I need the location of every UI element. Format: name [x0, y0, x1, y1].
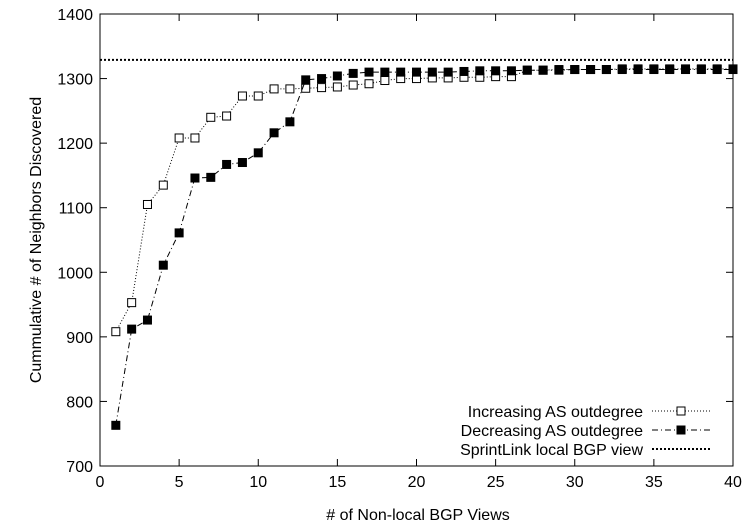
data-point: [285, 117, 295, 127]
data-point: [380, 76, 390, 86]
data-point: [142, 315, 152, 325]
data-point: [364, 79, 374, 89]
y-tick-label: 1100: [59, 201, 94, 218]
data-point: [237, 158, 247, 168]
x-axis-label: # of Non-local BGP Views: [326, 507, 510, 524]
data-point: [317, 74, 327, 84]
data-point: [412, 67, 421, 77]
data-point: [206, 172, 216, 182]
data-point: [332, 71, 342, 81]
legend-marker: [676, 406, 686, 416]
data-point: [475, 66, 485, 76]
data-point: [158, 180, 168, 190]
data-point: [111, 327, 121, 337]
data-point: [127, 324, 137, 334]
data-point: [380, 67, 390, 77]
x-tick-label: 10: [249, 474, 267, 491]
data-point: [649, 65, 659, 75]
data-point: [269, 128, 279, 138]
data-point: [364, 67, 374, 77]
data-point: [348, 80, 358, 90]
data-point: [206, 112, 216, 122]
series-line-decreasing-as-outdegree: [115, 69, 733, 426]
y-tick-label: 800: [66, 394, 93, 411]
data-point: [142, 199, 152, 209]
y-tick-label: 1300: [57, 72, 93, 89]
x-tick-label: 40: [724, 474, 742, 491]
data-point: [570, 65, 580, 75]
y-tick-label: 1400: [57, 7, 93, 24]
x-tick-label: 30: [566, 474, 584, 491]
data-point: [127, 298, 137, 308]
legend-marker: [676, 425, 686, 435]
x-tick-label: 25: [487, 474, 505, 491]
data-point: [617, 65, 627, 75]
data-point: [681, 65, 691, 75]
data-point: [601, 65, 611, 75]
data-point: [190, 173, 200, 183]
data-point: [522, 65, 532, 75]
data-point: [633, 65, 643, 75]
y-tick-label: 1000: [57, 265, 93, 282]
legend-label: Increasing AS outdegree: [468, 404, 643, 421]
data-point: [174, 133, 184, 143]
data-point: [332, 82, 342, 92]
data-point: [348, 68, 358, 78]
data-point: [222, 111, 232, 121]
data-point: [190, 133, 200, 143]
data-point: [712, 65, 722, 75]
plot-area: [100, 58, 738, 430]
data-point: [174, 228, 184, 238]
data-point: [506, 66, 516, 76]
data-point: [253, 91, 263, 101]
x-tick-label: 20: [408, 474, 426, 491]
data-point: [237, 91, 247, 101]
data-point: [427, 67, 437, 77]
x-tick-label: 15: [328, 474, 346, 491]
legend-label: SprintLink local BGP view: [460, 442, 643, 459]
data-point: [586, 65, 596, 75]
data-point: [285, 84, 295, 94]
legend-label: Decreasing AS outdegree: [461, 423, 643, 440]
data-point: [459, 66, 469, 76]
data-point: [554, 65, 564, 75]
data-point: [317, 83, 327, 93]
data-point: [696, 65, 706, 75]
axes: 0 5 10 15 20 25 30 35 40 700 800 900 1000 1100 1200 130…: [57, 7, 742, 491]
x-tick-label: 5: [175, 474, 184, 491]
x-tick-label: 0: [96, 474, 105, 491]
data-point: [253, 148, 263, 158]
data-point: [396, 67, 406, 77]
data-point: [222, 159, 232, 169]
x-tick-label: 35: [645, 474, 663, 491]
data-point: [665, 65, 675, 75]
y-tick-label: 1200: [57, 136, 93, 153]
data-point: [491, 66, 501, 76]
legend: Increasing AS outdegree Decreasing AS out…: [460, 404, 710, 459]
y-tick-label: 700: [66, 459, 93, 476]
data-point: [269, 84, 279, 94]
data-point: [158, 260, 168, 270]
series-line-increasing-as-outdegree: [115, 68, 733, 332]
y-axis-label: Cummulative # of Neighbors Discovered: [28, 97, 45, 383]
y-tick-label: 900: [66, 330, 93, 347]
data-point: [111, 420, 121, 430]
data-point: [301, 75, 311, 85]
data-point: [538, 65, 548, 75]
data-point: [443, 67, 453, 77]
